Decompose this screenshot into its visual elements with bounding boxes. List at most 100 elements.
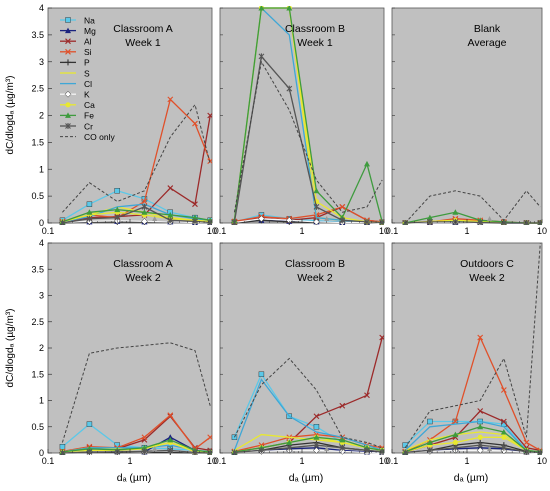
legend-label: Si — [84, 47, 92, 57]
y-tick-label: 2 — [39, 343, 44, 353]
legend-marker — [65, 38, 71, 45]
point-cr — [426, 218, 433, 225]
legend-label: Na — [84, 15, 95, 25]
x-tick-label: 1 — [127, 226, 132, 236]
legend-item-ca: Ca — [60, 100, 95, 110]
x-tick-label: 0.1 — [214, 456, 227, 466]
series-line-co-only — [62, 103, 211, 213]
y-tick-label: 4 — [39, 238, 44, 248]
legend-item-cl: Cl — [60, 79, 92, 89]
point-cr — [500, 220, 507, 225]
point-cr — [231, 219, 238, 225]
y-axis-label: dC/dlogdₐ (µg/m³) — [5, 76, 16, 155]
point-si — [207, 158, 212, 165]
point-fe — [286, 6, 293, 11]
point-na — [402, 442, 408, 448]
plot-area — [47, 242, 213, 454]
point-cr — [339, 444, 346, 451]
x-tick-label: 10 — [207, 226, 217, 236]
y-tick-label: 4 — [39, 3, 44, 13]
panel-title: Week 1 — [125, 37, 161, 49]
legend-item-al: Al — [60, 37, 92, 47]
point-si — [339, 203, 346, 210]
point-cr — [452, 444, 459, 451]
point-fe — [339, 436, 346, 443]
point-al — [364, 392, 370, 399]
point-na — [258, 371, 265, 377]
point-na — [427, 418, 433, 425]
point-si — [141, 434, 148, 441]
panel-title: Classroom A — [113, 23, 173, 35]
point-ca — [452, 439, 458, 446]
legend-item-s: S — [60, 68, 90, 78]
point-si — [192, 120, 198, 127]
legend-marker — [65, 48, 71, 55]
legend-label: Mg — [84, 26, 96, 36]
panel-title: Week 1 — [297, 37, 333, 49]
point-cr — [364, 218, 370, 225]
legend-label: K — [84, 90, 90, 100]
legend-marker — [65, 17, 71, 23]
point-al — [477, 408, 484, 414]
y-tick-label: 1.5 — [31, 137, 44, 147]
plot-area — [391, 7, 543, 224]
point-k — [258, 215, 265, 223]
y-tick-label: 2.5 — [31, 317, 44, 327]
point-cr — [286, 85, 293, 92]
point-na — [59, 444, 66, 450]
point-al — [339, 402, 346, 409]
point-cr — [167, 217, 174, 224]
x-axis-label: dₐ (µm) — [289, 472, 323, 484]
series-line-co-only — [61, 342, 211, 443]
legend-item-cr: Cr — [60, 121, 93, 131]
plot-area — [391, 242, 543, 454]
point-al — [192, 201, 198, 208]
point-al — [167, 185, 174, 191]
x-tick-label: 1 — [299, 226, 304, 236]
legend-label: Fe — [84, 111, 94, 121]
point-ca — [477, 434, 483, 440]
legend-label: Ca — [84, 100, 95, 110]
point-cr — [167, 447, 174, 454]
y-tick-label: 0 — [39, 218, 44, 228]
panel-title: Average — [468, 37, 507, 49]
panel-title: Blank — [474, 23, 501, 35]
point-ca — [501, 434, 507, 440]
point-cr — [141, 203, 148, 210]
panel-title: Week 2 — [469, 272, 505, 284]
point-fe — [167, 436, 174, 443]
point-fe — [141, 209, 148, 215]
x-tick-label: 1 — [127, 456, 132, 466]
point-cr — [523, 448, 530, 455]
point-cr — [477, 442, 484, 449]
x-axis-label: dₐ (µm) — [454, 472, 488, 484]
legend-item-fe: Fe — [60, 111, 94, 121]
point-cr — [364, 447, 370, 454]
series-line-co-only — [404, 190, 541, 224]
point-k — [285, 216, 293, 224]
point-si — [167, 412, 174, 419]
size-cut-arrow-icon — [487, 446, 493, 451]
x-tick-label: 10 — [379, 226, 389, 236]
point-cr — [231, 449, 238, 455]
size-cut-arrow-icon — [152, 446, 158, 451]
panel-title: Week 2 — [125, 272, 161, 284]
y-axis-label: dC/dlogdₐ (µg/m³) — [5, 309, 16, 388]
x-tick-label: 10 — [537, 226, 547, 236]
x-tick-label: 0.1 — [386, 456, 399, 466]
point-cr — [313, 203, 320, 210]
x-tick-label: 0.1 — [42, 226, 55, 236]
point-cr — [286, 444, 293, 451]
point-fe — [286, 439, 293, 445]
series-line-co-only — [404, 242, 541, 449]
point-fe — [313, 187, 320, 194]
x-tick-label: 1 — [299, 456, 304, 466]
legend-label: Cr — [84, 121, 93, 131]
panel-title: Classroom B — [285, 23, 345, 35]
point-si — [477, 334, 484, 341]
y-tick-label: 0.5 — [31, 422, 44, 432]
point-cr — [313, 442, 320, 449]
legend-label: P — [84, 58, 90, 68]
